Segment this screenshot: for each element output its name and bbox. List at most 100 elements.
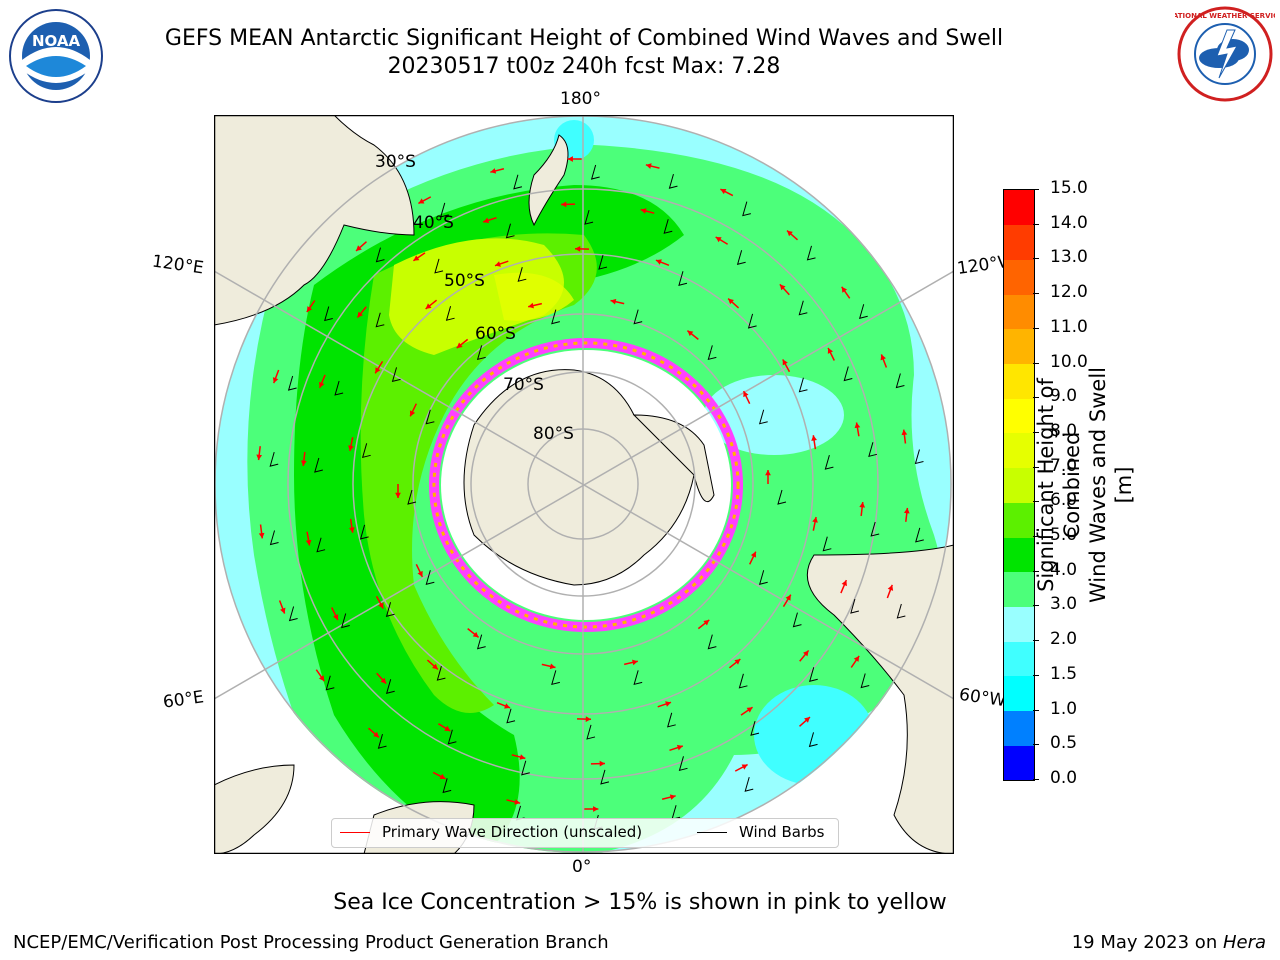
colorbar-tick-label: 3.0 bbox=[1050, 594, 1078, 615]
wind-barb bbox=[590, 164, 600, 180]
wave-arrow-head bbox=[665, 701, 671, 707]
colorbar-tick-label: 13.0 bbox=[1050, 247, 1088, 268]
wind-barb bbox=[915, 527, 924, 543]
colorbar-tick-mark bbox=[1033, 744, 1039, 746]
colorbar-segment bbox=[1004, 224, 1034, 260]
colorbar-segment bbox=[1004, 432, 1034, 469]
wave-arrow-head bbox=[585, 716, 592, 723]
wind-barb bbox=[843, 366, 853, 382]
wind-barb bbox=[858, 304, 868, 319]
wave-arrow-head bbox=[305, 539, 312, 546]
wave-arrow-head bbox=[743, 391, 749, 398]
colorbar-tick-mark bbox=[1033, 605, 1039, 607]
wave-arrow-head bbox=[812, 516, 818, 523]
lat-label-70: 70°S bbox=[503, 375, 544, 395]
wind-barb bbox=[391, 367, 401, 383]
wave-arrow-head bbox=[280, 607, 286, 614]
wind-barb bbox=[447, 729, 457, 745]
wave-arrow-head bbox=[561, 201, 567, 208]
wind-barb bbox=[586, 724, 596, 740]
colorbar-label: Significant Height of Combined Wind Wave… bbox=[1033, 360, 1137, 610]
wind-barb bbox=[340, 613, 350, 629]
wave-arrow-head bbox=[803, 650, 809, 657]
wave-arrow-head bbox=[348, 445, 354, 452]
wave-arrow-head bbox=[472, 631, 479, 638]
colorbar-tick-label: 2.0 bbox=[1050, 629, 1078, 650]
wind-barb bbox=[792, 612, 802, 628]
wave-arrow-head bbox=[418, 198, 425, 204]
colorbar-segment bbox=[1004, 328, 1034, 365]
wave-arrow-head bbox=[786, 230, 793, 237]
wave-arrow-head bbox=[456, 342, 463, 349]
wind-barb bbox=[808, 732, 818, 748]
wave-arrow-head bbox=[632, 659, 638, 666]
wind-barb bbox=[598, 254, 608, 270]
wave-arrow-head bbox=[903, 507, 910, 514]
wind-barb bbox=[860, 673, 870, 689]
footer-date-text: 19 May 2023 on bbox=[1071, 932, 1223, 953]
wave-arrow-head bbox=[356, 245, 362, 251]
wind-barb bbox=[513, 174, 523, 190]
wave-arrow-head bbox=[785, 594, 791, 601]
colorbar-tick-label: 15.0 bbox=[1050, 178, 1088, 198]
colorbar-tick-mark bbox=[1033, 327, 1039, 329]
colorbar-tick-mark bbox=[1033, 709, 1039, 711]
colorbar-segment bbox=[1004, 571, 1034, 607]
colorbar-segment bbox=[1004, 294, 1034, 330]
wave-arrow-head bbox=[519, 754, 526, 760]
wave-arrow-head bbox=[827, 347, 834, 354]
wave-arrow-head bbox=[258, 532, 265, 539]
wave-arrow-head bbox=[504, 703, 511, 709]
colorbar-label-line1: Significant Height of Combined bbox=[1034, 378, 1084, 592]
wind-barb bbox=[551, 309, 560, 325]
wave-arrow-head bbox=[272, 377, 279, 384]
lon-label-upper-left: 120°E bbox=[150, 251, 205, 279]
lat-label-80: 80°S bbox=[533, 424, 574, 444]
wave-arrow-head bbox=[425, 303, 432, 309]
wind-barb bbox=[633, 309, 643, 325]
wave-arrow-head bbox=[574, 245, 581, 252]
lon-label-lower-right: 60°W bbox=[957, 684, 1008, 712]
colorbar-tick-label: 4.0 bbox=[1050, 559, 1078, 580]
colorbar-tick-label: 0.5 bbox=[1050, 733, 1078, 754]
polar-map bbox=[214, 115, 954, 854]
colorbar-tick-mark bbox=[1033, 640, 1039, 642]
wave-arrow-head bbox=[306, 306, 313, 313]
wave-arrow-head bbox=[782, 359, 788, 366]
wave-arrow-head bbox=[728, 298, 734, 305]
wave-arrow-head bbox=[887, 584, 894, 591]
colorbar-tick-mark bbox=[1033, 674, 1039, 676]
colorbar-tick-mark bbox=[1033, 362, 1039, 364]
colorbar-tick-label: 1.0 bbox=[1050, 698, 1078, 719]
wave-arrow-head bbox=[593, 806, 599, 812]
wind-barb bbox=[314, 457, 323, 473]
wind-barb bbox=[375, 312, 385, 328]
wind-barb bbox=[407, 489, 417, 505]
wave-arrow-head bbox=[417, 570, 423, 577]
wind-barb bbox=[584, 209, 594, 225]
wind-barb bbox=[747, 313, 757, 329]
noaa-logo-text: NOAA bbox=[32, 32, 81, 50]
wave-arrow-head bbox=[256, 454, 263, 461]
lat-label-30: 30°S bbox=[375, 152, 416, 172]
colorbar-ticks: 0.0 0.5 1.0 1.5 2.0 3.0 4.0 5.0 6.0 7.0 8.0 9.0 10.0… bbox=[1033, 178, 1116, 788]
colorbar-tick-mark bbox=[1033, 466, 1039, 468]
wind-barb bbox=[750, 721, 760, 736]
lat-label-60: 60°S bbox=[475, 324, 516, 344]
colorbar-tick-label: 8.0 bbox=[1050, 420, 1078, 441]
wave-arrow-head bbox=[715, 237, 722, 243]
wind-barb bbox=[870, 521, 880, 537]
colorbar-tick-label: 1.5 bbox=[1050, 663, 1078, 684]
wind-barb bbox=[633, 670, 643, 686]
colorbar-segment bbox=[1004, 467, 1034, 503]
wind-barb bbox=[914, 449, 924, 465]
wave-arrow-head bbox=[854, 422, 861, 429]
wind-barb bbox=[334, 380, 344, 396]
wave-arrow-head bbox=[640, 208, 647, 214]
wind-barb bbox=[678, 756, 688, 772]
colorbar-label-line2: Wind Waves and Swell [m] bbox=[1086, 367, 1136, 603]
wave-arrow-head bbox=[645, 163, 652, 169]
wave-arrow-head bbox=[811, 435, 817, 441]
wave-arrow-head bbox=[741, 764, 748, 770]
colorbar-tick-mark bbox=[1033, 570, 1039, 572]
